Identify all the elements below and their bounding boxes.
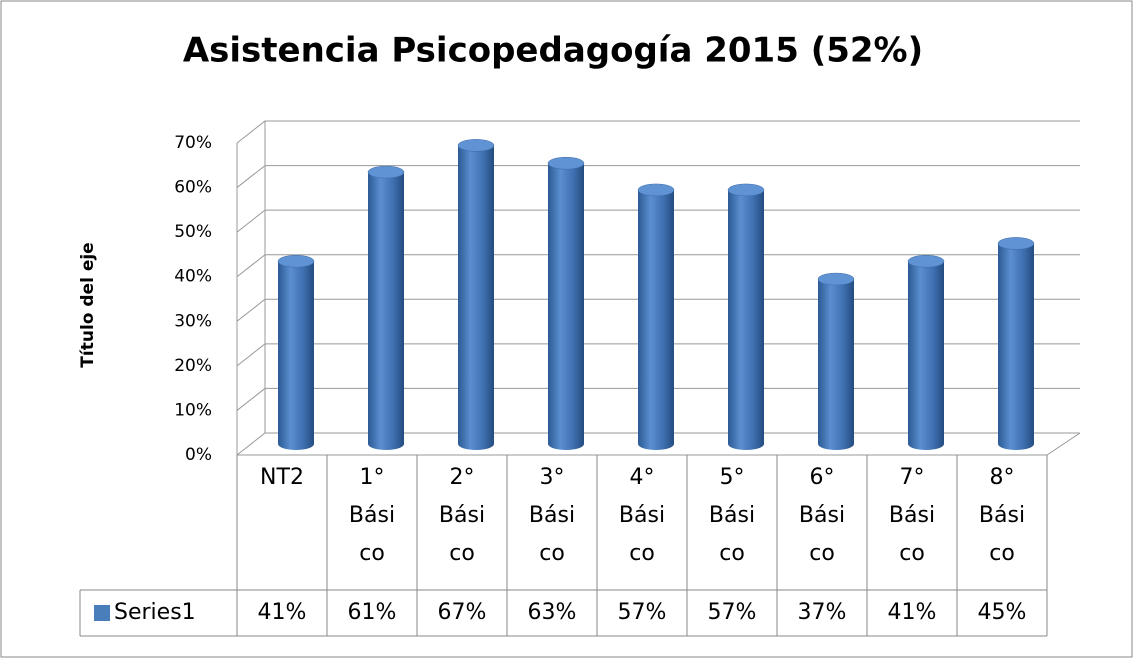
legend-label: Series1 [114, 600, 196, 625]
bar [458, 145, 494, 450]
grid-line [236, 254, 1080, 278]
floor-right [1046, 432, 1081, 456]
grid-line [236, 209, 1080, 233]
data-label: 63% [527, 600, 577, 625]
bar-top [547, 156, 585, 170]
y-tick-label: 20% [174, 356, 212, 376]
bar [638, 189, 674, 450]
bar [998, 243, 1034, 450]
x-tick-label: 1° Básico [348, 465, 396, 566]
y-tick-label: 70% [174, 133, 212, 153]
legend-swatch [94, 605, 110, 621]
x-tick-label: 6° Básico [798, 465, 846, 566]
data-label: 45% [977, 600, 1027, 625]
x-tick-label: 2° Básico [438, 465, 486, 566]
bar-top [367, 165, 405, 179]
bar-top [727, 183, 765, 197]
bar-top [817, 272, 855, 286]
bar [728, 189, 764, 450]
data-label: 67% [437, 600, 487, 625]
bar-top [907, 255, 945, 268]
data-label: 41% [887, 600, 937, 625]
x-tick-label: NT2 [260, 465, 304, 490]
bar-top [637, 183, 675, 197]
bar [368, 172, 404, 450]
x-tick-label: 5° Básico [708, 465, 756, 566]
grid-line [236, 387, 1080, 411]
data-label: 37% [797, 600, 847, 625]
bar-top [277, 255, 315, 268]
y-tick-label: 50% [174, 222, 212, 242]
x-tick-label: 3° Básico [528, 465, 576, 566]
bar [278, 261, 314, 450]
y-tick-label: 60% [174, 178, 212, 198]
y-axis-title: Título del eje [78, 242, 98, 367]
grid-line [236, 120, 1080, 144]
y-tick-label: 0% [185, 445, 212, 465]
data-label: 41% [257, 600, 307, 625]
bar-top [457, 139, 495, 152]
y-tick-label: 10% [174, 400, 212, 420]
data-label: 57% [617, 600, 667, 625]
bar [818, 279, 854, 450]
grid-line [236, 432, 1080, 456]
bar [548, 163, 584, 450]
bar [908, 261, 944, 450]
x-tick-label: 7° Básico [888, 465, 936, 566]
data-label: 61% [347, 600, 397, 625]
chart-title: Asistencia Psicopedagogía 2015 (52%) [183, 31, 923, 71]
data-label: 57% [707, 600, 757, 625]
y-tick-label: 30% [174, 311, 212, 331]
grid-line [236, 165, 1080, 188]
grid-line [236, 298, 1080, 322]
y-tick-label: 40% [174, 267, 212, 287]
grid-line [236, 343, 1080, 367]
bar-top [997, 237, 1035, 250]
x-tick-label: 8° Básico [978, 465, 1026, 566]
x-tick-label: 4° Básico [618, 465, 666, 566]
